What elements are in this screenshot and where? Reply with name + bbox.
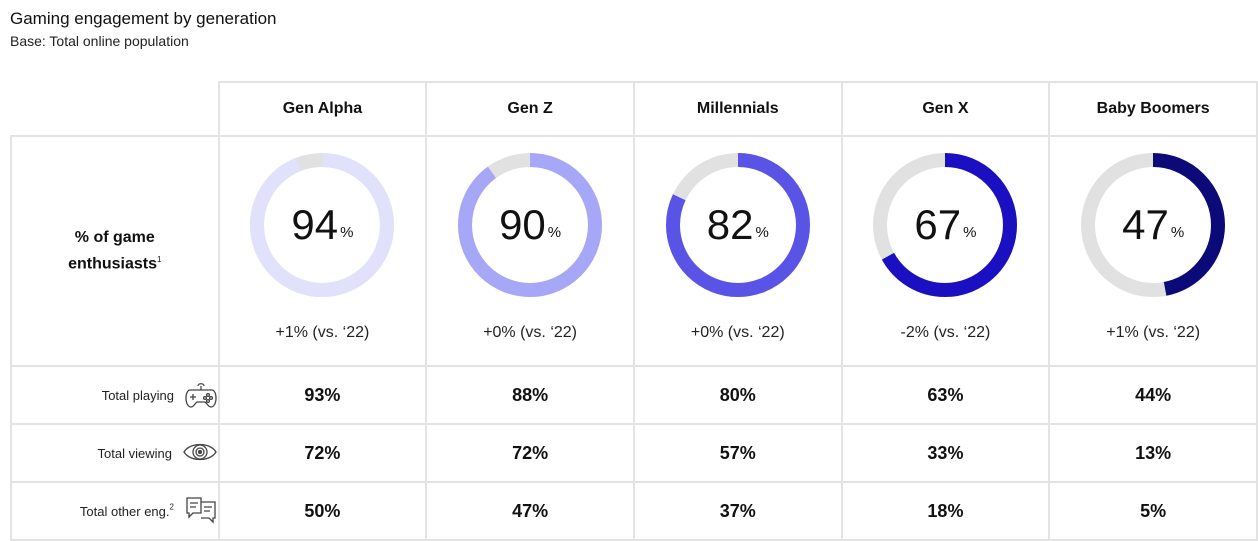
metric-value: 93% bbox=[217, 365, 428, 425]
engagement-table: Gen Alpha Gen Z Millennials Gen X Baby B… bbox=[10, 81, 1258, 541]
donut-value: 47 bbox=[1122, 201, 1169, 248]
column-header-baby-boomers: Baby Boomers bbox=[1048, 81, 1258, 137]
percent-sign: % bbox=[1170, 223, 1185, 241]
metric-value: 18% bbox=[840, 481, 1051, 541]
metric-row-total-viewing: Total viewing 72% 72% 57% 33% 13% bbox=[10, 423, 1258, 483]
metric-value: 47% bbox=[425, 481, 635, 541]
metric-label: Total playing bbox=[101, 387, 174, 403]
metric-value: 44% bbox=[1048, 365, 1258, 425]
donut-cell: 82% +0% (vs. ‘22) bbox=[632, 135, 843, 367]
chart-title: Gaming engagement by generation bbox=[10, 9, 277, 28]
donut-value: 90 bbox=[499, 201, 546, 248]
donut-value: 94 bbox=[291, 201, 339, 248]
metric-row-total-playing: Total playing 93% 88% 80% 63% 44% bbox=[10, 365, 1258, 425]
row-label-line2: enthusiasts bbox=[68, 255, 158, 273]
header-row: Gen Alpha Gen Z Millennials Gen X Baby B… bbox=[11, 81, 1258, 137]
metric-label-cell: Total other eng.2 bbox=[10, 481, 220, 541]
metric-label-cell: Total playing bbox=[10, 365, 220, 425]
gamepad-icon bbox=[184, 377, 218, 414]
donut-chart-baby-boomers: 47% bbox=[1078, 150, 1228, 300]
donut-cell: 67% -2% (vs. ‘22) bbox=[840, 135, 1051, 367]
donut-arc-millennials bbox=[665, 153, 810, 297]
row-label-line1: % of game bbox=[74, 228, 155, 246]
metric-value: 50% bbox=[217, 481, 428, 541]
metric-label: Total other eng. bbox=[79, 503, 170, 519]
metric-value: 72% bbox=[425, 423, 635, 483]
metric-value: 37% bbox=[632, 481, 843, 541]
donut-cell: 47% +1% (vs. ‘22) bbox=[1048, 135, 1258, 367]
chart-subtitle: Base: Total online population bbox=[10, 33, 189, 49]
metric-value: 88% bbox=[425, 365, 635, 425]
column-header-gen-x: Gen X bbox=[840, 81, 1051, 137]
metric-label-cell: Total viewing bbox=[10, 423, 220, 483]
footnote-marker: 1 bbox=[157, 254, 162, 264]
row-label-enthusiasts: % of game enthusiasts1 bbox=[10, 135, 220, 367]
metric-value: 13% bbox=[1048, 423, 1258, 483]
donut-arc-baby-boomers bbox=[1081, 153, 1226, 297]
change-vs-22: +1% (vs. ‘22) bbox=[275, 324, 370, 341]
metric-value: 5% bbox=[1048, 481, 1258, 541]
metric-label: Total viewing bbox=[97, 445, 172, 461]
metric-value: 72% bbox=[217, 423, 428, 483]
donut-arc-gen-z bbox=[458, 153, 603, 297]
metric-value: 33% bbox=[840, 423, 1051, 483]
donut-value: 82 bbox=[706, 201, 754, 248]
percent-sign: % bbox=[340, 223, 354, 241]
eye-icon bbox=[182, 437, 218, 470]
column-header-gen-z: Gen Z bbox=[425, 81, 635, 137]
corner-cell bbox=[11, 82, 220, 137]
change-vs-22: +1% (vs. ‘22) bbox=[1106, 324, 1201, 341]
change-vs-22: +0% (vs. ‘22) bbox=[690, 324, 785, 341]
metric-value: 80% bbox=[632, 365, 843, 425]
donut-row: % of game enthusiasts1 94% +1% (vs. ‘22)… bbox=[10, 135, 1258, 367]
donut-chart-gen-alpha: 94% bbox=[247, 150, 397, 300]
percent-sign: % bbox=[547, 223, 562, 241]
donut-cell: 94% +1% (vs. ‘22) bbox=[217, 135, 428, 367]
donut-arc-gen-x bbox=[873, 153, 1018, 297]
donut-chart-millennials: 82% bbox=[663, 150, 813, 300]
donut-arc-gen-alpha bbox=[250, 153, 395, 297]
change-vs-22: +0% (vs. ‘22) bbox=[483, 324, 577, 341]
change-vs-22: -2% (vs. ‘22) bbox=[900, 324, 991, 341]
metric-row-total-other-engagement: Total other eng.2 50% 47% 37% 18% 5% bbox=[10, 481, 1258, 541]
metric-value: 57% bbox=[632, 423, 843, 483]
donut-cell: 90% +0% (vs. ‘22) bbox=[425, 135, 635, 367]
percent-sign: % bbox=[963, 223, 977, 241]
footnote-marker: 2 bbox=[169, 502, 174, 512]
column-header-millennials: Millennials bbox=[632, 81, 843, 137]
donut-value: 67 bbox=[914, 201, 962, 248]
donut-chart-gen-x: 67% bbox=[870, 150, 1020, 300]
chat-icon bbox=[184, 494, 218, 529]
metric-value: 63% bbox=[840, 365, 1051, 425]
percent-sign: % bbox=[755, 223, 769, 241]
column-header-gen-alpha: Gen Alpha bbox=[217, 81, 428, 137]
donut-chart-gen-z: 90% bbox=[455, 150, 605, 300]
